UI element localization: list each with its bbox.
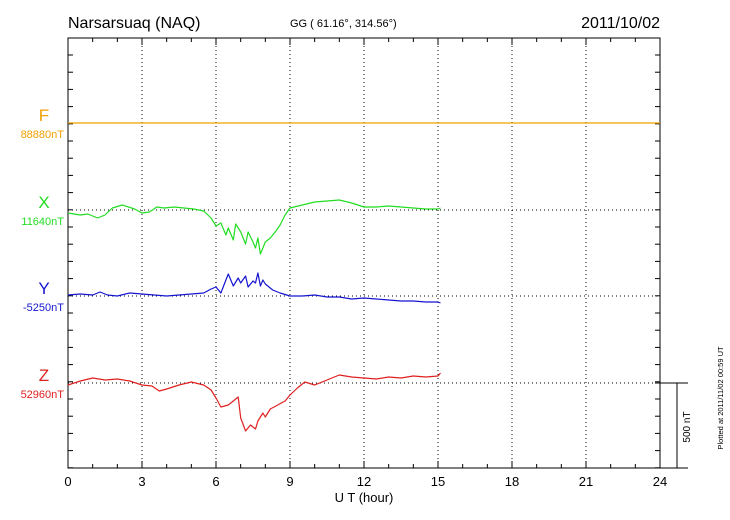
series-baseline-Z: 52960nT bbox=[21, 389, 65, 401]
series-name-X: X bbox=[38, 193, 49, 212]
x-tick-label-9: 9 bbox=[286, 474, 293, 489]
series-baseline-X: 11640nT bbox=[21, 216, 64, 228]
scale-bar-label: 500 nT bbox=[682, 411, 693, 442]
trace-Y bbox=[67, 272, 441, 304]
x-tick-label-6: 6 bbox=[212, 474, 219, 489]
x-tick-label-21: 21 bbox=[579, 474, 593, 489]
trace-Z bbox=[67, 372, 441, 432]
series-labels: F 88880nT X 11640nT Y -5250nT Z 52960nT bbox=[21, 106, 65, 401]
series-name-Z: Z bbox=[39, 366, 49, 385]
x-tick-label-0: 0 bbox=[64, 474, 71, 489]
series-baseline-F: 88880nT bbox=[21, 129, 65, 141]
x-tick-label-3: 3 bbox=[138, 474, 145, 489]
scale-bar: 500 nT bbox=[655, 382, 693, 469]
x-tick-label-18: 18 bbox=[505, 474, 519, 489]
station-title: Narsarsuaq (NAQ) bbox=[68, 15, 200, 32]
x-tick-label-12: 12 bbox=[357, 474, 371, 489]
coords-label: GG ( 61.16°, 314.56°) bbox=[290, 18, 397, 30]
series-name-Y: Y bbox=[38, 279, 49, 298]
x-axis-label: U T (hour) bbox=[335, 490, 394, 505]
series-name-F: F bbox=[39, 106, 49, 125]
plotted-timestamp: Plotted at 2011/11/02 00:59 UT bbox=[716, 346, 725, 450]
x-tick-label-24: 24 bbox=[653, 474, 667, 489]
trace-X bbox=[67, 199, 441, 255]
x-tick-label-15: 15 bbox=[431, 474, 445, 489]
x-tick-labels: 0 3 6 9 12 15 18 21 24 bbox=[64, 474, 667, 489]
series-traces bbox=[67, 122, 660, 432]
axis-ticks bbox=[67, 38, 661, 469]
grid-lines bbox=[68, 38, 660, 468]
date-label: 2011/10/02 bbox=[581, 15, 660, 32]
series-baseline-Y: -5250nT bbox=[23, 302, 64, 314]
